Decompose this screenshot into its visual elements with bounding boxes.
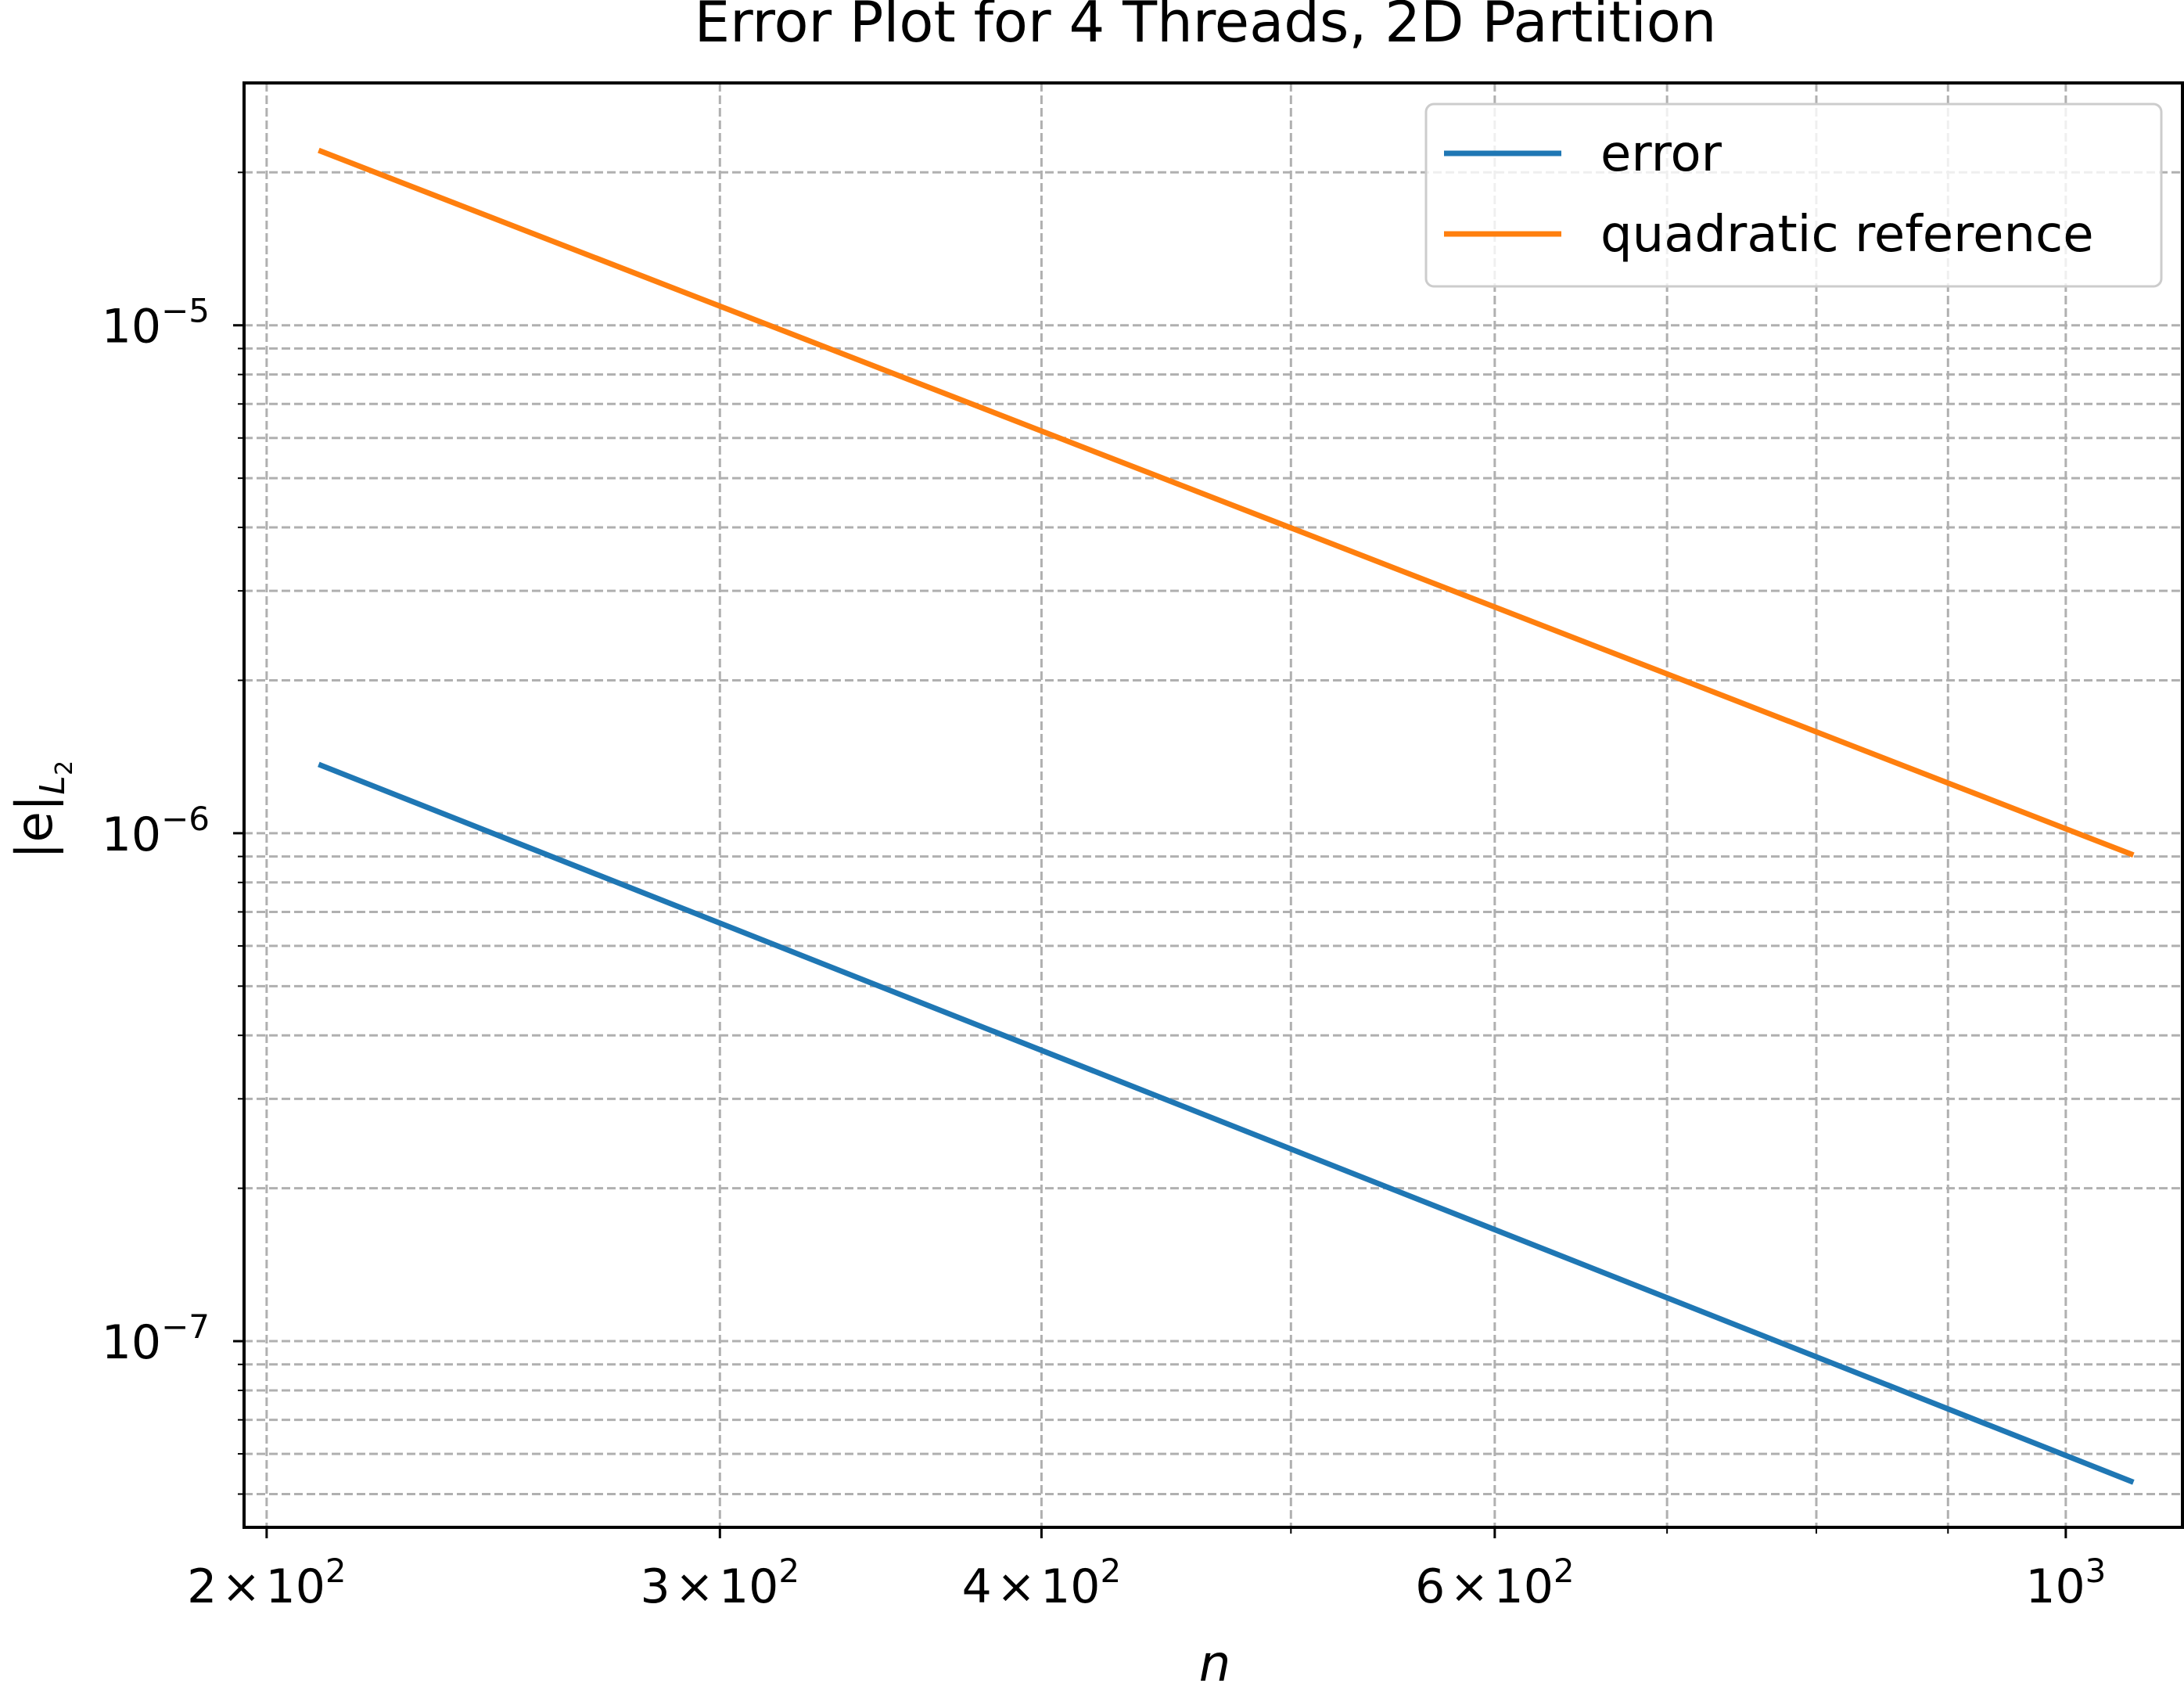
x-tick-label: 2 × 102 [187, 1552, 347, 1614]
series-line-error [318, 761, 2135, 1485]
plot-frame [242, 81, 2184, 1529]
x-tick-label: 6 × 102 [1415, 1552, 1575, 1614]
y-axis-label: |e|L2 [6, 761, 78, 859]
y-tick-label: 10−6 [102, 800, 210, 862]
legend: error quadratic reference [1424, 103, 2163, 288]
series-line-quadratic-reference [318, 147, 2135, 858]
axis-ticks [233, 171, 2067, 1538]
y-tick-label: 10−5 [102, 292, 210, 354]
legend-label-error: error [1600, 125, 1722, 183]
x-tick-label: 3 × 102 [641, 1552, 800, 1614]
series-lines [318, 147, 2135, 1485]
legend-label-quadratic-reference: quadratic reference [1600, 206, 2094, 264]
x-tick-label: 4 × 102 [962, 1552, 1122, 1614]
grid-lines [244, 83, 2182, 1527]
x-axis-tick-labels: 2 × 102 3 × 102 4 × 102 6 × 102 103 [187, 1552, 2106, 1614]
y-tick-label: 10−7 [102, 1307, 210, 1370]
x-tick-label: 103 [2025, 1552, 2106, 1614]
y-axis-tick-labels: 10−5 10−6 10−7 [102, 292, 210, 1370]
y-axis-label-text: |e|L2 [6, 761, 78, 859]
chart-title: Error Plot for 4 Threads, 2D Partition [695, 0, 1717, 55]
x-axis-label: n [1199, 1635, 1231, 1693]
legend-box [1424, 103, 2163, 288]
